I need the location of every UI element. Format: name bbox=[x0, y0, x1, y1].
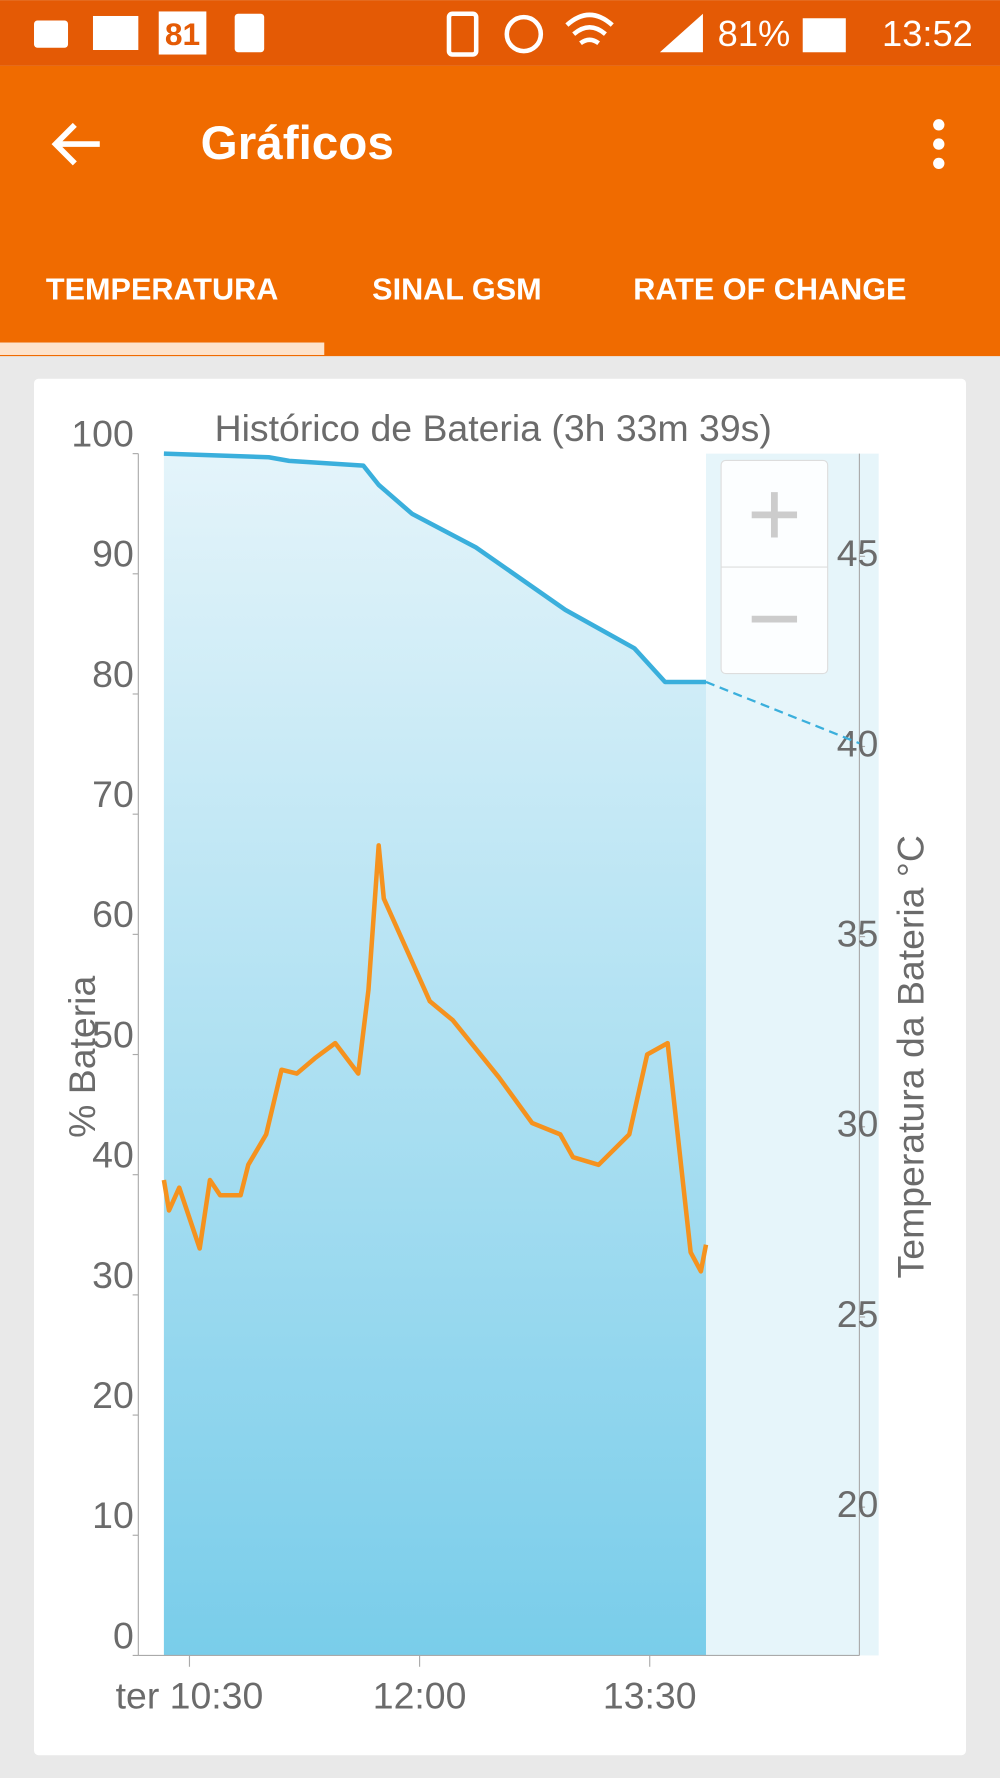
y2-tick-label: 45 bbox=[837, 532, 879, 574]
y-tick-label: 60 bbox=[92, 893, 134, 935]
zoom-in[interactable] bbox=[751, 492, 798, 538]
icon bbox=[802, 18, 846, 53]
x-tick-label: ter 10:30 bbox=[116, 1674, 264, 1716]
icon bbox=[34, 20, 69, 48]
y-tick-label: 50 bbox=[92, 1013, 134, 1055]
y2-tick-label: 20 bbox=[837, 1483, 879, 1525]
y-tick-label: 90 bbox=[92, 533, 134, 575]
y2-tick-label: 30 bbox=[837, 1103, 879, 1145]
tab[interactable]: RATE OF CHANGE bbox=[633, 273, 906, 307]
calendar-day: 81 bbox=[165, 16, 200, 52]
icon bbox=[446, 11, 479, 57]
icon bbox=[158, 11, 207, 55]
y2-tick-label: 35 bbox=[837, 913, 879, 955]
app-bar bbox=[0, 65, 1000, 357]
icon bbox=[92, 15, 139, 50]
menu-button[interactable] bbox=[933, 119, 945, 170]
back-button[interactable] bbox=[51, 122, 100, 166]
y-tick-label: 40 bbox=[92, 1134, 134, 1176]
y-tick-label: 0 bbox=[113, 1614, 134, 1656]
tab[interactable]: TEMPERATURA bbox=[46, 273, 278, 307]
series-line bbox=[705, 680, 860, 745]
y2-axis-label: Temperatura da Bateria °C bbox=[890, 835, 932, 1278]
y-tick-label: 20 bbox=[92, 1374, 134, 1416]
zoom-controls bbox=[720, 459, 829, 675]
icon bbox=[234, 13, 265, 53]
tab[interactable]: SINAL GSM bbox=[372, 273, 542, 307]
icon bbox=[565, 12, 614, 46]
tab-indicator bbox=[0, 342, 325, 355]
y-tick-label: 80 bbox=[92, 653, 134, 695]
series-line bbox=[161, 843, 709, 1274]
y-tick-label: 100 bbox=[71, 412, 133, 454]
y-tick-label: 30 bbox=[92, 1254, 134, 1296]
app-title: Gráficos bbox=[201, 117, 394, 170]
x-tick-label: 12:00 bbox=[373, 1674, 467, 1716]
status-bar bbox=[0, 0, 1000, 66]
x-tick-label: 13:30 bbox=[603, 1674, 697, 1716]
icon bbox=[659, 13, 703, 53]
y-tick-label: 10 bbox=[92, 1494, 134, 1536]
y2-tick-label: 25 bbox=[837, 1293, 879, 1335]
clock: 13:52 bbox=[882, 13, 973, 54]
battery-area bbox=[163, 453, 706, 1656]
y-axis-label: % Bateria bbox=[61, 976, 103, 1138]
chart-title: Histórico de Bateria (3h 33m 39s) bbox=[215, 407, 772, 449]
y-tick-label: 70 bbox=[92, 773, 134, 815]
battery-text: 81% bbox=[718, 13, 791, 54]
icon bbox=[504, 14, 544, 54]
series-line bbox=[163, 451, 706, 685]
